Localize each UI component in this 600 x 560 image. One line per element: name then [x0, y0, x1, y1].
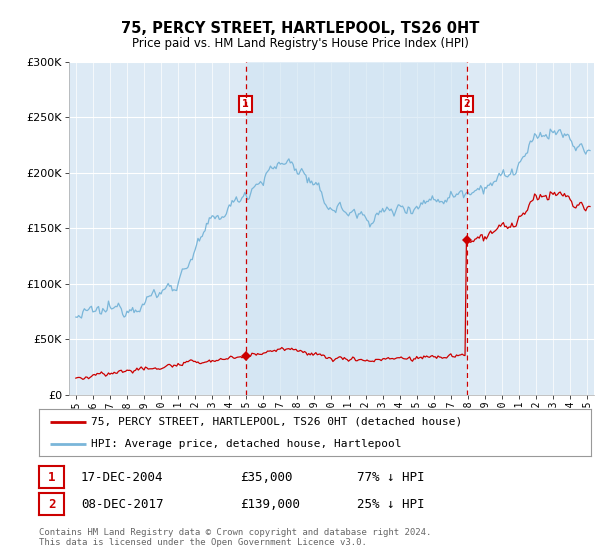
Text: 1: 1 [242, 99, 249, 109]
Text: 2: 2 [48, 497, 55, 511]
Text: 75, PERCY STREET, HARTLEPOOL, TS26 0HT (detached house): 75, PERCY STREET, HARTLEPOOL, TS26 0HT (… [91, 417, 463, 427]
Text: Contains HM Land Registry data © Crown copyright and database right 2024.
This d: Contains HM Land Registry data © Crown c… [39, 528, 431, 548]
Text: 25% ↓ HPI: 25% ↓ HPI [357, 497, 425, 511]
Text: 1: 1 [48, 470, 55, 484]
Text: 08-DEC-2017: 08-DEC-2017 [81, 497, 163, 511]
Text: Price paid vs. HM Land Registry's House Price Index (HPI): Price paid vs. HM Land Registry's House … [131, 37, 469, 50]
Text: HPI: Average price, detached house, Hartlepool: HPI: Average price, detached house, Hart… [91, 438, 402, 449]
Text: 2: 2 [463, 99, 470, 109]
Text: 75, PERCY STREET, HARTLEPOOL, TS26 0HT: 75, PERCY STREET, HARTLEPOOL, TS26 0HT [121, 21, 479, 36]
Text: £139,000: £139,000 [240, 497, 300, 511]
Bar [245, 62, 467, 395]
Text: £35,000: £35,000 [240, 470, 293, 484]
Text: 17-DEC-2004: 17-DEC-2004 [81, 470, 163, 484]
Text: 77% ↓ HPI: 77% ↓ HPI [357, 470, 425, 484]
